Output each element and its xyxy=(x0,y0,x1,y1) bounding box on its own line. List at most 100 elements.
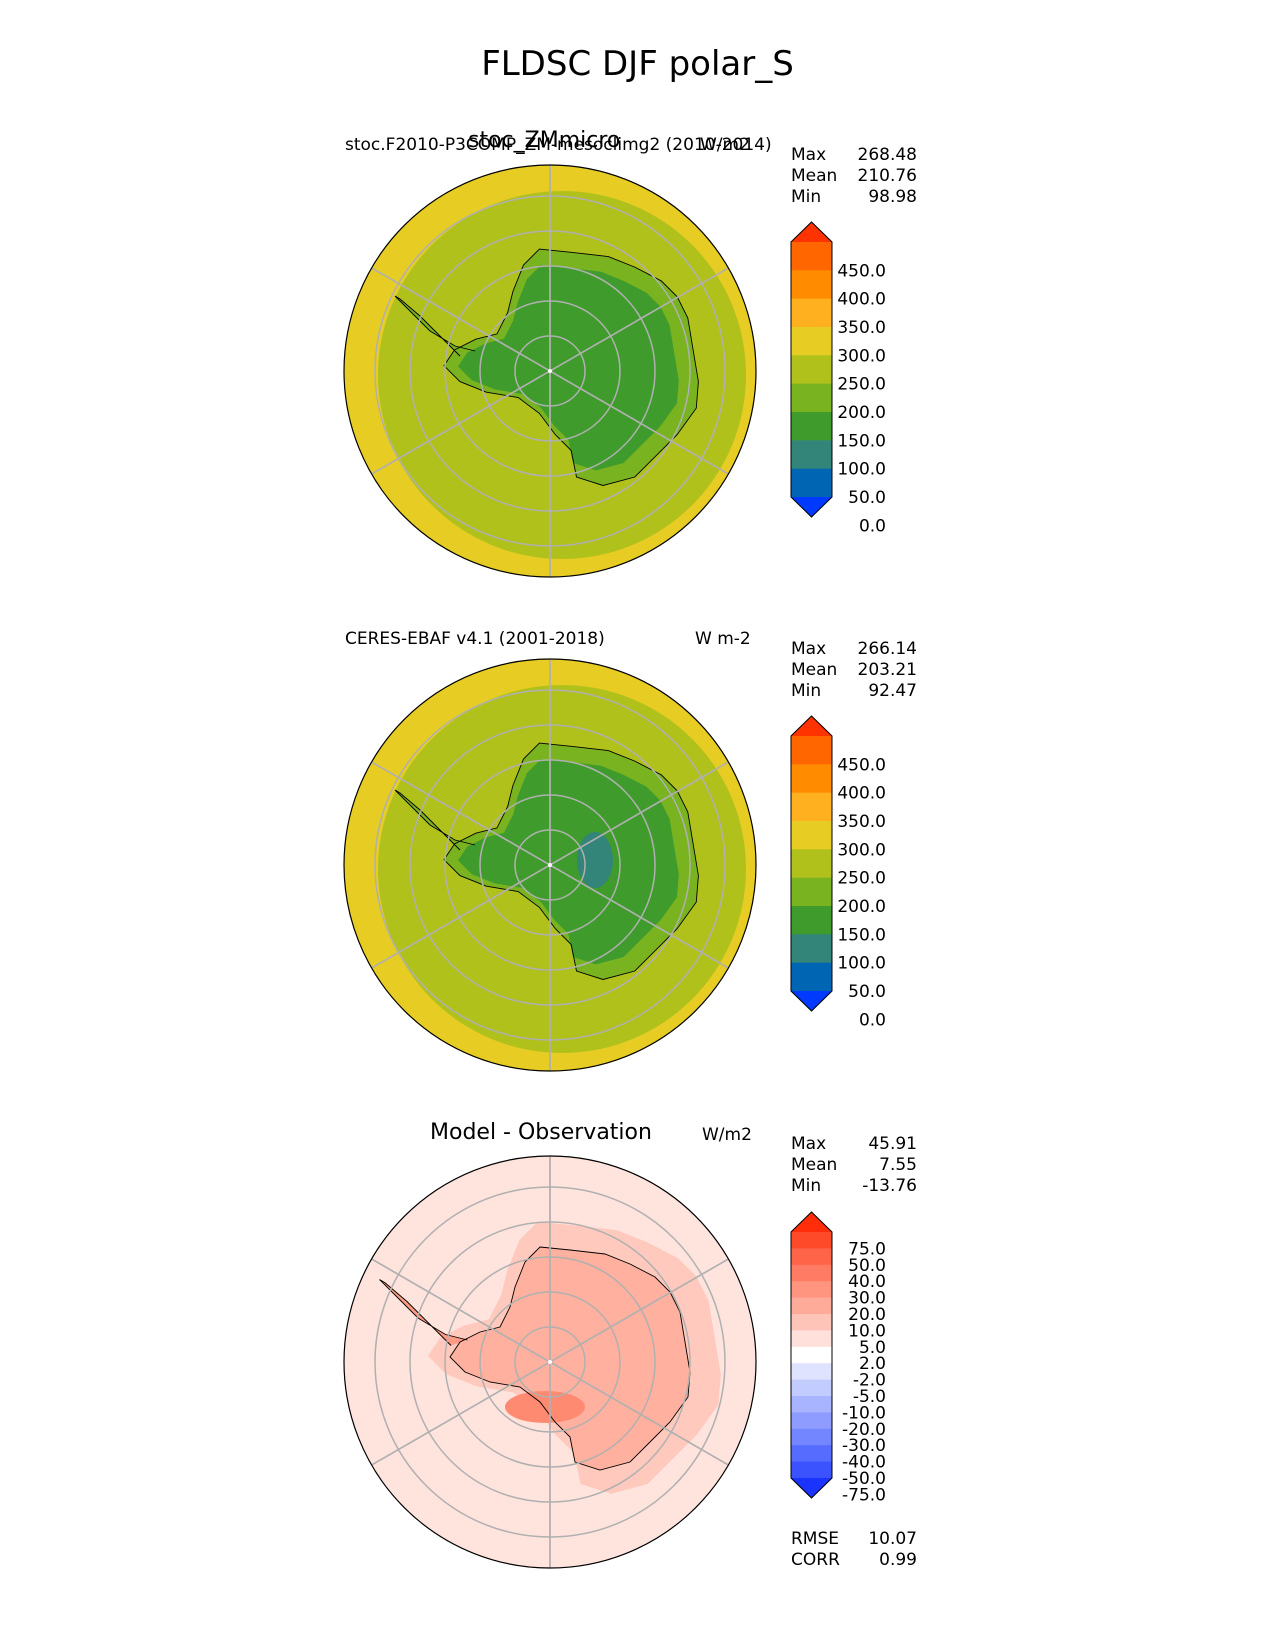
meridian-line xyxy=(549,761,729,866)
corr-label: CORR xyxy=(791,1550,840,1570)
colorbar-tick-label: 250.0 xyxy=(837,869,886,889)
colorbar-tick-label: 50.0 xyxy=(848,982,886,1002)
colorbar-tick-label: 150.0 xyxy=(837,431,886,451)
stat-max-label: Max xyxy=(791,1134,827,1154)
pole-marker xyxy=(548,1360,552,1364)
colorbar-tick-label: 400.0 xyxy=(837,784,886,804)
colorbar-segment xyxy=(791,736,832,765)
colorbar-segment xyxy=(791,383,832,413)
panel3-stats: Max 45.91 Mean 7.55 Min -13.76 xyxy=(791,1134,917,1197)
colorbar-tick-label: -2.0 xyxy=(853,1371,886,1391)
maps-layer xyxy=(343,164,757,1569)
panel1-units: W/m2 xyxy=(700,135,750,155)
colorbar-segment xyxy=(791,1232,832,1249)
peninsula-coastline xyxy=(379,1279,468,1346)
colorbar-segment xyxy=(791,1346,832,1364)
colorbar-tick-label: 450.0 xyxy=(837,261,886,281)
colorbar-segment xyxy=(791,327,832,356)
colorbar-tick-label: -5.0 xyxy=(853,1387,886,1407)
meridian-line xyxy=(549,1361,729,1466)
colorbar-segment xyxy=(791,1297,832,1315)
stat-min-label: Min xyxy=(791,1176,822,1196)
colorbar-tick-label: -75.0 xyxy=(842,1485,886,1505)
stat-min-label: Min xyxy=(791,681,822,701)
colorbar-tick-label: -40.0 xyxy=(842,1453,886,1473)
stat-min-value: 98.98 xyxy=(868,187,917,207)
colorbar-tick-label: -50.0 xyxy=(842,1469,886,1489)
stat-max-label: Max xyxy=(791,145,827,165)
coastline xyxy=(449,1246,691,1471)
meridian-line xyxy=(371,761,551,866)
colorbar-segment xyxy=(791,1379,832,1397)
colorbar-segment xyxy=(791,1330,832,1348)
figure-title: FLDSC DJF polar_S xyxy=(481,44,794,84)
colorbar-tick-label: 250.0 xyxy=(837,375,886,395)
colorbar-segment xyxy=(791,934,832,964)
stat-mean-value: 203.21 xyxy=(857,660,917,680)
colorbar-tick-label: 100.0 xyxy=(837,954,886,974)
colorbar-tick-label: 0.0 xyxy=(859,516,886,536)
colorbar-tick-label: 200.0 xyxy=(837,897,886,917)
colorbar-segment xyxy=(791,1363,832,1381)
stat-mean-label: Mean xyxy=(791,660,838,680)
colorbar-segment xyxy=(791,468,832,498)
colorbar-panel3: 75.050.040.030.020.010.05.02.0-2.0-5.0-1… xyxy=(790,1211,886,1505)
colorbar-extend-bottom xyxy=(791,1478,832,1498)
colorbar-segment xyxy=(791,355,832,385)
colorbar-tick-label: 40.0 xyxy=(848,1272,886,1292)
panel2-stats: Max 266.14 Mean 203.21 Min 92.47 xyxy=(791,639,917,702)
colorbar-segment xyxy=(791,792,832,822)
stat-max-value: 268.48 xyxy=(857,145,917,165)
colorbar-outline xyxy=(790,1211,833,1499)
colorbar-tick-label: -10.0 xyxy=(842,1403,886,1423)
colorbar-tick-label: 30.0 xyxy=(848,1289,886,1309)
panel1-stats: Max 268.48 Mean 210.76 Min 98.98 xyxy=(791,145,917,208)
panel3-metrics: RMSE 10.07 CORR 0.99 xyxy=(791,1529,917,1571)
meridian-line xyxy=(371,370,551,475)
meridian-line xyxy=(549,1258,729,1363)
colorbar-tick-label: 0.0 xyxy=(859,1010,886,1030)
colorbar-extend-top xyxy=(791,1212,832,1232)
colorbar-segment xyxy=(791,1314,832,1331)
map-boundary xyxy=(343,164,757,578)
colorbar-segment xyxy=(791,764,832,794)
stat-mean-value: 7.55 xyxy=(879,1155,917,1175)
colorbars-layer: 450.0 400.0 350.0 300.0 250.0 200.0 150.0 100.0… xyxy=(790,221,886,1505)
ice-sheet-fill xyxy=(458,759,679,965)
colorbar-segment xyxy=(791,1445,832,1463)
corr-value: 0.99 xyxy=(879,1550,917,1570)
colorbar-tick-label: 450.0 xyxy=(837,755,886,775)
colorbar-tick-label: 350.0 xyxy=(837,318,886,338)
colorbar-segment xyxy=(791,1412,832,1430)
colorbar-segment xyxy=(791,298,832,328)
meridian-line xyxy=(371,267,551,372)
stat-min-value: 92.47 xyxy=(868,681,917,701)
panel1-center-label: stoc_ZMmicro xyxy=(468,128,621,153)
colorbar-tick-label: -20.0 xyxy=(842,1420,886,1440)
colorbar-tick-label: 300.0 xyxy=(837,346,886,366)
colorbar-tick-label: 20.0 xyxy=(848,1305,886,1325)
colorbar-tick-label: 10.0 xyxy=(848,1321,886,1341)
map-boundary xyxy=(343,1155,757,1569)
colorbar-extend-top xyxy=(791,222,832,242)
peninsula-coastline xyxy=(394,789,476,851)
stat-min-label: Min xyxy=(791,187,822,207)
colorbar-tick-label: 300.0 xyxy=(837,840,886,860)
colorbar-segment xyxy=(791,412,832,441)
panel1-left-label: stoc.F2010-P3COMP_ZM-mesoclimg2 (2010-20… xyxy=(345,135,772,155)
colorbar-segment xyxy=(791,906,832,935)
colorbar-segment xyxy=(791,1281,832,1299)
stat-max-label: Max xyxy=(791,639,827,659)
colorbar-segment xyxy=(791,440,832,470)
colorbar-segment xyxy=(791,1264,832,1282)
meridian-line xyxy=(371,1361,551,1466)
colorbar-segment xyxy=(791,1461,832,1479)
ice-sheet-fill xyxy=(458,265,679,471)
panel3-units: W/m2 xyxy=(702,1125,752,1145)
stat-max-value: 266.14 xyxy=(857,639,917,659)
colorbar-tick-label: 50.0 xyxy=(848,488,886,508)
meridian-line xyxy=(549,370,729,475)
stat-mean-value: 210.76 xyxy=(857,166,917,186)
diff-ross-region xyxy=(505,1391,585,1423)
